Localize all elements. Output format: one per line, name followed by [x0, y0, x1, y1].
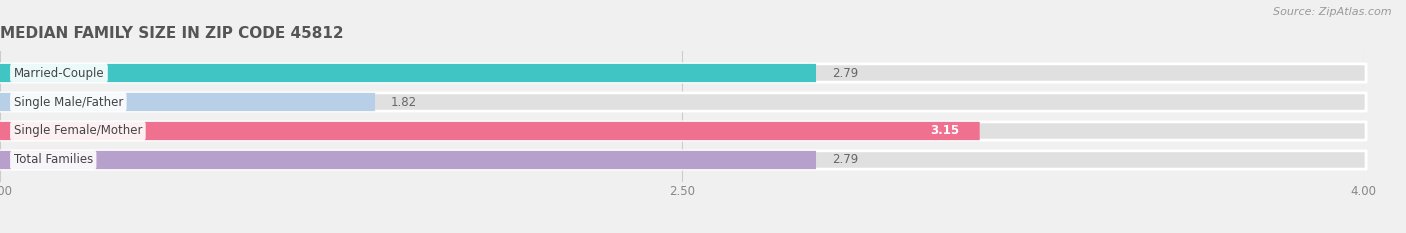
Text: 1.82: 1.82 [391, 96, 418, 109]
Text: Total Families: Total Families [14, 154, 93, 167]
Text: 2.79: 2.79 [832, 66, 858, 79]
Text: Single Female/Mother: Single Female/Mother [14, 124, 142, 137]
FancyBboxPatch shape [0, 64, 1367, 82]
FancyBboxPatch shape [0, 151, 1367, 169]
Text: Single Male/Father: Single Male/Father [14, 96, 122, 109]
Text: 3.15: 3.15 [931, 124, 959, 137]
FancyBboxPatch shape [0, 122, 1367, 140]
Text: 2.79: 2.79 [832, 154, 858, 167]
Text: Married-Couple: Married-Couple [14, 66, 104, 79]
FancyBboxPatch shape [0, 64, 815, 82]
FancyBboxPatch shape [0, 151, 815, 169]
FancyBboxPatch shape [0, 93, 1367, 111]
FancyBboxPatch shape [0, 93, 375, 111]
Text: Source: ZipAtlas.com: Source: ZipAtlas.com [1274, 7, 1392, 17]
Text: MEDIAN FAMILY SIZE IN ZIP CODE 45812: MEDIAN FAMILY SIZE IN ZIP CODE 45812 [0, 26, 343, 41]
FancyBboxPatch shape [0, 122, 980, 140]
